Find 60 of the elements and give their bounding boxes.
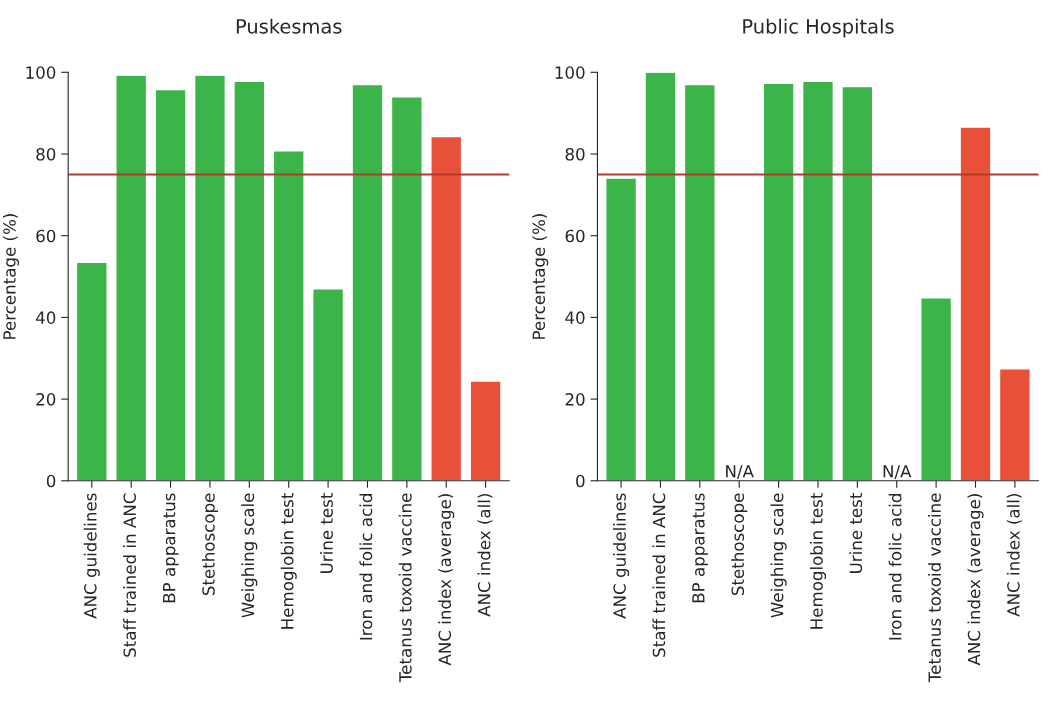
x-tick-label: Weighing scale bbox=[770, 493, 787, 618]
bar bbox=[351, 83, 384, 481]
text: N/A bbox=[726, 465, 754, 479]
bar bbox=[801, 80, 835, 481]
bar bbox=[233, 80, 266, 481]
bar bbox=[115, 74, 148, 481]
y-tick-label: 80 bbox=[36, 147, 56, 161]
bar bbox=[312, 288, 345, 481]
x-tick-label: ANC index (average) bbox=[967, 494, 984, 666]
x-tick-label: ANC index (average) bbox=[438, 494, 455, 666]
x-tick-label: ANC index (all) bbox=[1006, 494, 1022, 617]
x-tick-label: Urine test bbox=[849, 493, 863, 573]
x-tick-label: Hemoglobin test bbox=[809, 493, 827, 629]
text: N/A bbox=[883, 465, 912, 479]
bar bbox=[998, 368, 1031, 481]
bar bbox=[75, 261, 108, 481]
x-tick-label: Hemoglobin test bbox=[280, 493, 297, 629]
x-tick-label: Staff trained in ANC bbox=[123, 493, 137, 657]
y-tick-label: 60 bbox=[36, 229, 56, 243]
y-tick-label: 100 bbox=[26, 66, 56, 79]
y-tick-label: 100 bbox=[555, 66, 585, 79]
bar bbox=[193, 74, 227, 481]
y-tick-label: 0 bbox=[576, 474, 585, 488]
chart-title: Public Hospitals bbox=[743, 18, 894, 38]
y-axis-title: Percentage (%) bbox=[532, 214, 549, 339]
x-tick-label: BP apparatus bbox=[692, 493, 708, 603]
x-tick-label: Tetanus toxoid vaccine bbox=[398, 493, 412, 683]
x-tick-label: Tetanus toxoid vaccine bbox=[928, 493, 941, 683]
y-tick-label: 60 bbox=[565, 229, 585, 243]
x-tick-label: Stethoscope bbox=[201, 493, 219, 596]
y-tick-label: 20 bbox=[36, 393, 56, 406]
x-tick-label: Iron and folic acid bbox=[888, 494, 902, 640]
bar bbox=[841, 85, 874, 481]
x-tick-label: ANC index (all) bbox=[477, 494, 493, 617]
chart-title: Puskesmas bbox=[236, 18, 342, 34]
y-tick-label: 0 bbox=[46, 474, 56, 488]
bar bbox=[390, 96, 423, 481]
y-axis-title: Percentage (%) bbox=[2, 214, 20, 339]
y-tick-label: 40 bbox=[35, 311, 56, 324]
x-tick-label: Stethoscope bbox=[731, 493, 748, 596]
x-tick-label: BP apparatus bbox=[163, 493, 179, 603]
bar bbox=[683, 83, 716, 481]
bar bbox=[762, 82, 795, 481]
x-tick-label: Urine test bbox=[320, 493, 333, 573]
x-tick-label: ANC guidelines bbox=[83, 493, 100, 619]
x-tick-label: Staff trained in ANC bbox=[652, 493, 666, 657]
bar bbox=[154, 88, 187, 481]
bar bbox=[430, 135, 463, 481]
x-tick-label: ANC guidelines bbox=[613, 493, 630, 619]
x-tick-label: Iron and folic acid bbox=[359, 494, 373, 640]
y-tick-label: 40 bbox=[565, 311, 585, 324]
y-tick-label: 80 bbox=[565, 147, 585, 161]
bar bbox=[959, 126, 992, 481]
bar bbox=[644, 72, 677, 481]
bar bbox=[469, 380, 502, 481]
y-tick-label: 20 bbox=[565, 393, 585, 406]
x-tick-label: Weighing scale bbox=[241, 493, 258, 618]
bar bbox=[920, 297, 953, 481]
bar bbox=[605, 177, 638, 481]
bar bbox=[272, 150, 305, 481]
